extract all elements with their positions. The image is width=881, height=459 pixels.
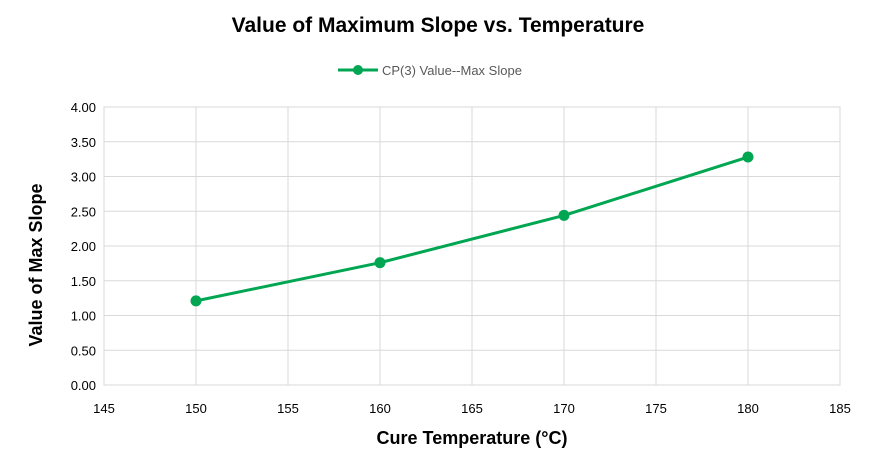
- x-axis-title: Cure Temperature (°C): [377, 428, 568, 448]
- y-axis-title: Value of Max Slope: [26, 183, 46, 346]
- legend: CP(3) Value--Max Slope: [338, 63, 522, 78]
- data-point: [558, 209, 570, 221]
- x-tick-label: 165: [461, 401, 483, 416]
- y-tick-label: 0.00: [71, 378, 96, 393]
- data-point: [374, 257, 386, 269]
- tick-labels: 145 150 155 160 165 170 175 180 185 0.00 0.50 1.00 1…: [71, 100, 851, 416]
- y-tick-label: 4.00: [71, 100, 96, 115]
- legend-marker: [353, 65, 363, 75]
- x-tick-label: 170: [553, 401, 575, 416]
- plot-area-border: [103, 106, 841, 386]
- data-point: [190, 295, 202, 307]
- y-tick-label: 3.50: [71, 135, 96, 150]
- x-tick-label: 160: [369, 401, 391, 416]
- y-tick-label: 2.00: [71, 239, 96, 254]
- y-tick-label: 0.50: [71, 343, 96, 358]
- legend-label: CP(3) Value--Max Slope: [382, 63, 522, 78]
- series-line: [195, 155, 749, 303]
- x-tick-label: 180: [737, 401, 759, 416]
- gridlines: [103, 106, 841, 386]
- x-tick-label: 145: [93, 401, 115, 416]
- series: [190, 151, 754, 307]
- y-tick-label: 2.50: [71, 204, 96, 219]
- y-tick-label: 1.00: [71, 309, 96, 324]
- x-tick-label: 185: [829, 401, 851, 416]
- x-tick-label: 175: [645, 401, 667, 416]
- y-tick-label: 1.50: [71, 274, 96, 289]
- y-tick-label: 3.00: [71, 170, 96, 185]
- x-tick-label: 150: [185, 401, 207, 416]
- data-point: [742, 151, 754, 163]
- x-tick-label: 155: [277, 401, 299, 416]
- chart-title: Value of Maximum Slope vs. Temperature: [232, 14, 645, 37]
